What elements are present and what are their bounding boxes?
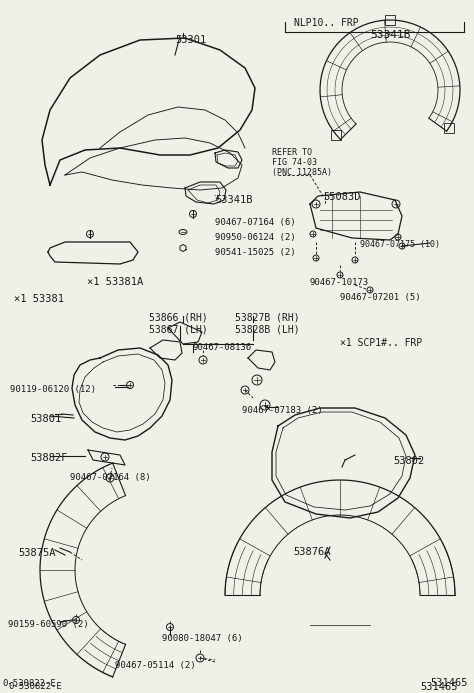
- Text: 53341B: 53341B: [370, 30, 410, 40]
- Text: NLP10.. FRP: NLP10.. FRP: [294, 18, 359, 28]
- Text: 53882F: 53882F: [30, 453, 67, 463]
- Text: 53828B (LH): 53828B (LH): [235, 325, 300, 335]
- Text: 90467-05114 (2): 90467-05114 (2): [115, 661, 196, 670]
- Text: 53876A: 53876A: [293, 547, 330, 557]
- Text: 531465: 531465: [430, 678, 467, 688]
- Text: 90467-10173: 90467-10173: [310, 278, 369, 287]
- Text: 90541-15025 (2): 90541-15025 (2): [215, 248, 296, 257]
- Text: 0-530822-E: 0-530822-E: [2, 679, 56, 688]
- Text: ×1 53381: ×1 53381: [14, 294, 64, 304]
- Text: FIG 74-03: FIG 74-03: [272, 158, 317, 167]
- Text: ×1 SCP1#.. FRP: ×1 SCP1#.. FRP: [340, 338, 422, 348]
- Text: 90119-06120 (12): 90119-06120 (12): [10, 385, 96, 394]
- Text: 53301: 53301: [175, 35, 206, 45]
- Text: 53801: 53801: [30, 414, 61, 424]
- Text: 90467-07201 (5): 90467-07201 (5): [340, 293, 420, 302]
- Text: 90080-18047 (6): 90080-18047 (6): [162, 634, 243, 643]
- Bar: [331, 130, 341, 139]
- Text: REFER TO: REFER TO: [272, 148, 312, 157]
- Text: 90467-08136: 90467-08136: [193, 343, 252, 352]
- Text: 90467-07164 (8): 90467-07164 (8): [70, 473, 151, 482]
- Text: 531465: 531465: [420, 682, 457, 692]
- Text: 90950-06124 (2): 90950-06124 (2): [215, 233, 296, 242]
- Text: 0-530822-E: 0-530822-E: [8, 682, 62, 691]
- Text: 53866 (RH): 53866 (RH): [149, 312, 208, 322]
- Text: ×1 53381A: ×1 53381A: [87, 277, 143, 287]
- Text: 55083D: 55083D: [323, 192, 361, 202]
- Text: 90467-07175 (10): 90467-07175 (10): [360, 240, 440, 249]
- Text: 90159-60590 (2): 90159-60590 (2): [8, 620, 89, 629]
- Text: 53341B: 53341B: [215, 195, 253, 205]
- Text: 53827B (RH): 53827B (RH): [235, 312, 300, 322]
- Text: 53802: 53802: [393, 456, 424, 466]
- Text: 53875A: 53875A: [18, 548, 55, 558]
- Text: 90467-07164 (6): 90467-07164 (6): [215, 218, 296, 227]
- Text: 53867 (LH): 53867 (LH): [149, 325, 208, 335]
- Text: 90467-07183 (2): 90467-07183 (2): [242, 406, 323, 415]
- Bar: [444, 123, 454, 132]
- Text: (PNC 11285A): (PNC 11285A): [272, 168, 332, 177]
- Bar: [385, 15, 395, 25]
